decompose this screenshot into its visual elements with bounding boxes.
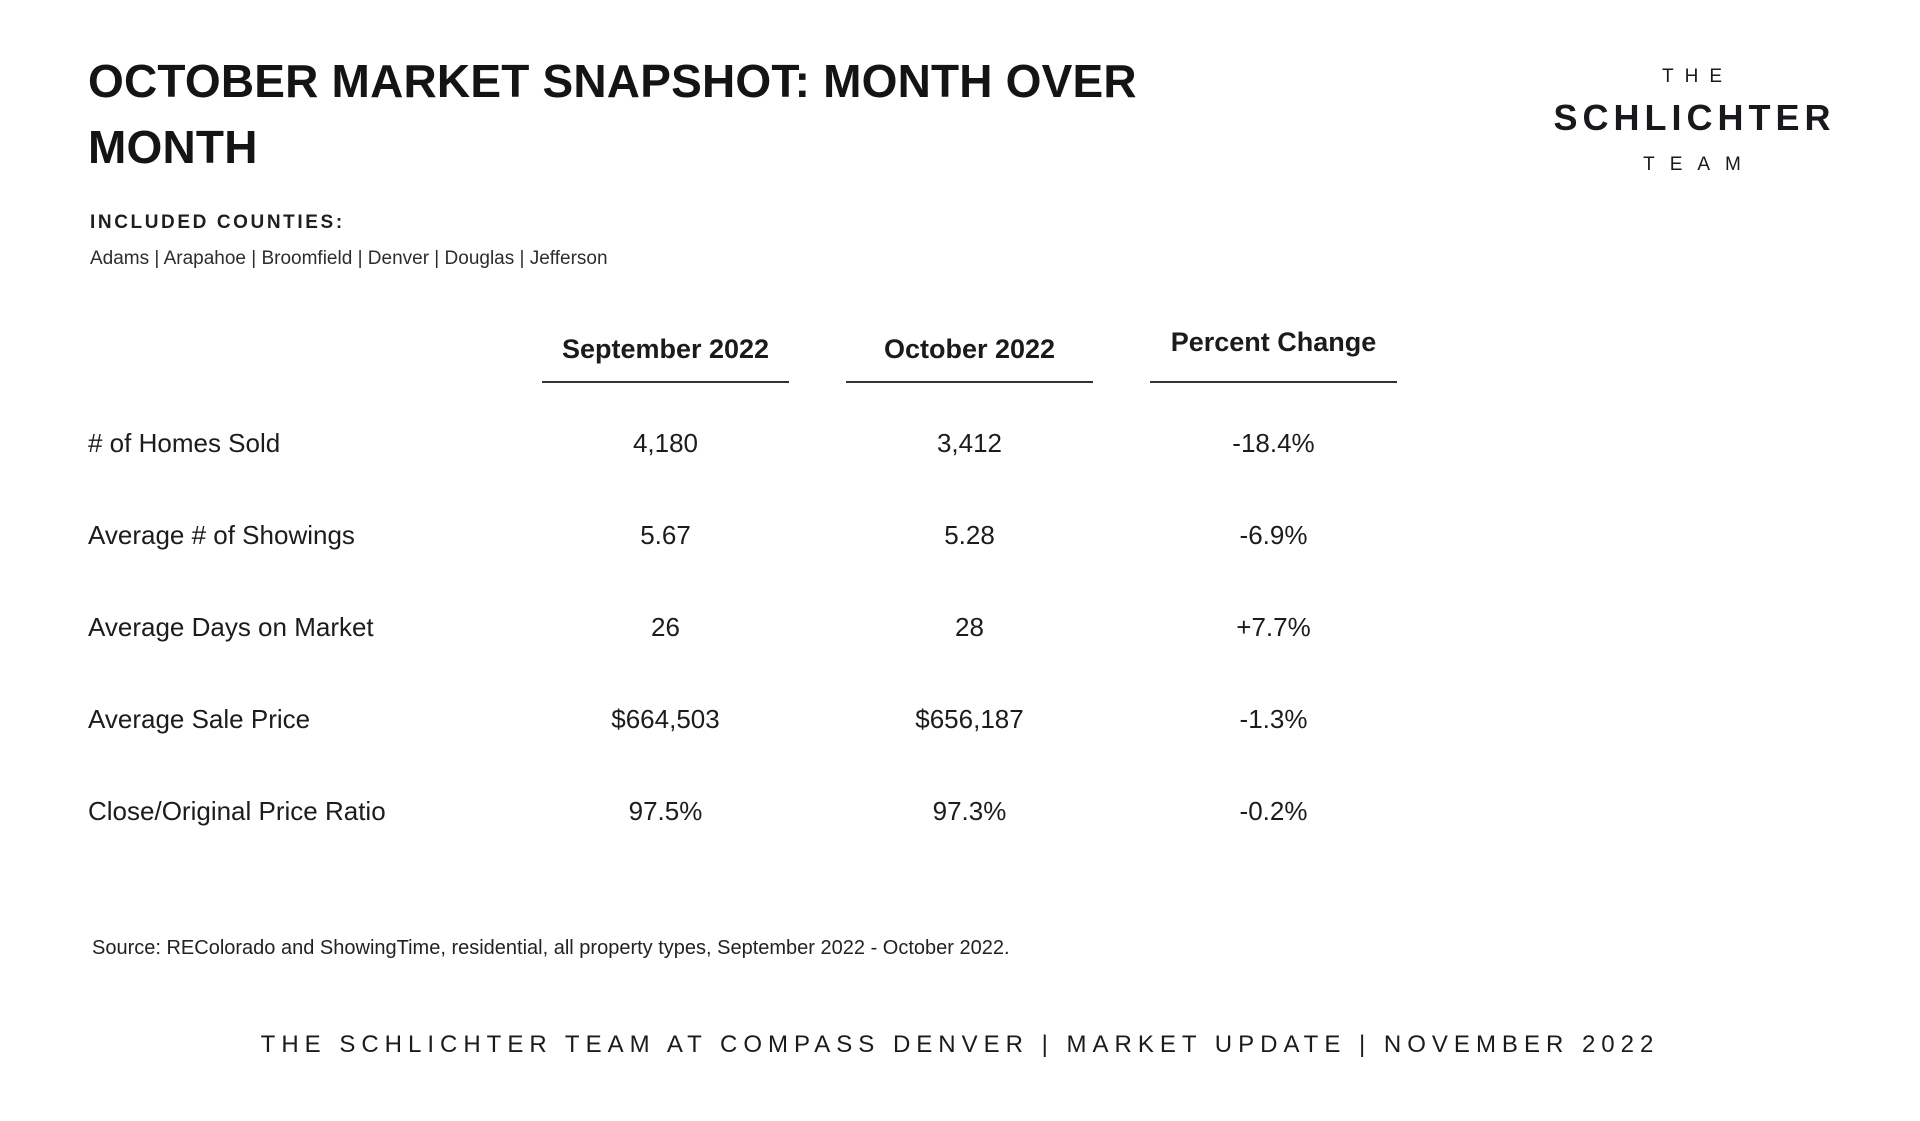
- header-percent-change-text: Percent Change: [1170, 327, 1377, 357]
- header-september-2022: September 2022: [542, 334, 789, 383]
- row-metric-label: Average Sale Price: [88, 703, 311, 734]
- market-table: September 2022 October 2022 Percent Chan…: [88, 327, 1397, 857]
- table-header-row: September 2022 October 2022 Percent Chan…: [88, 327, 1397, 383]
- row-metric-label: Average # of Showings: [88, 519, 355, 550]
- row-october-value: 3,412: [936, 427, 1003, 458]
- header-metric-empty: [88, 334, 485, 383]
- row-percent-change-value: +7.7%: [1236, 611, 1311, 642]
- table-row: Average Days on Market 26 28 +7.7%: [88, 581, 1397, 673]
- source-note: Source: REColorado and ShowingTime, resi…: [92, 937, 1010, 959]
- row-percent-change-value: -18.4%: [1232, 427, 1315, 458]
- row-october-value: 97.3%: [932, 795, 1007, 826]
- row-metric-label: # of Homes Sold: [88, 427, 281, 458]
- footer-banner: THE SCHLICHTER TEAM AT COMPASS DENVER | …: [260, 1031, 1660, 1058]
- page-title: OCTOBER MARKET SNAPSHOT: MONTH OVER MONT…: [88, 48, 1137, 180]
- row-percent-change-value: -6.9%: [1239, 519, 1308, 550]
- row-october-value: $656,187: [915, 703, 1024, 734]
- logo-word-schlichter: SCHLICHTER: [1553, 97, 1836, 138]
- table-row: Average Sale Price $664,503 $656,187 -1.…: [88, 673, 1397, 765]
- header-percent-change: Percent Change: [1150, 327, 1397, 383]
- page-title-line2: MONTH: [88, 121, 258, 173]
- row-percent-change-value: -0.2%: [1239, 795, 1308, 826]
- row-september-value: 5.67: [640, 519, 691, 550]
- table-rows: # of Homes Sold 4,180 3,412 -18.4% Avera…: [88, 397, 1397, 857]
- included-counties-list: Adams | Arapahoe | Broomfield | Denver |…: [90, 248, 608, 269]
- row-september-value: $664,503: [611, 703, 720, 734]
- row-percent-change-value: -1.3%: [1239, 703, 1308, 734]
- table-row: Close/Original Price Ratio 97.5% 97.3% -…: [88, 765, 1397, 857]
- table-row: # of Homes Sold 4,180 3,412 -18.4%: [88, 397, 1397, 489]
- header-october-2022: October 2022: [846, 334, 1093, 383]
- row-september-value: 97.5%: [628, 795, 703, 826]
- logo-word-the: THE: [1662, 66, 1733, 87]
- row-october-value: 5.28: [944, 519, 995, 550]
- row-september-value: 26: [651, 611, 680, 642]
- included-counties-label: INCLUDED COUNTIES:: [90, 212, 345, 233]
- row-october-value: 28: [955, 611, 984, 642]
- table-row: Average # of Showings 5.67 5.28 -6.9%: [88, 489, 1397, 581]
- row-metric-label: Average Days on Market: [88, 611, 374, 642]
- schlichter-team-logo: THE SCHLICHTER TEAM: [1534, 66, 1850, 176]
- row-september-value: 4,180: [632, 427, 699, 458]
- row-metric-label: Close/Original Price Ratio: [88, 795, 386, 826]
- logo-word-team: TEAM: [1643, 154, 1756, 175]
- page-title-line1: OCTOBER MARKET SNAPSHOT: MONTH OVER: [88, 55, 1137, 107]
